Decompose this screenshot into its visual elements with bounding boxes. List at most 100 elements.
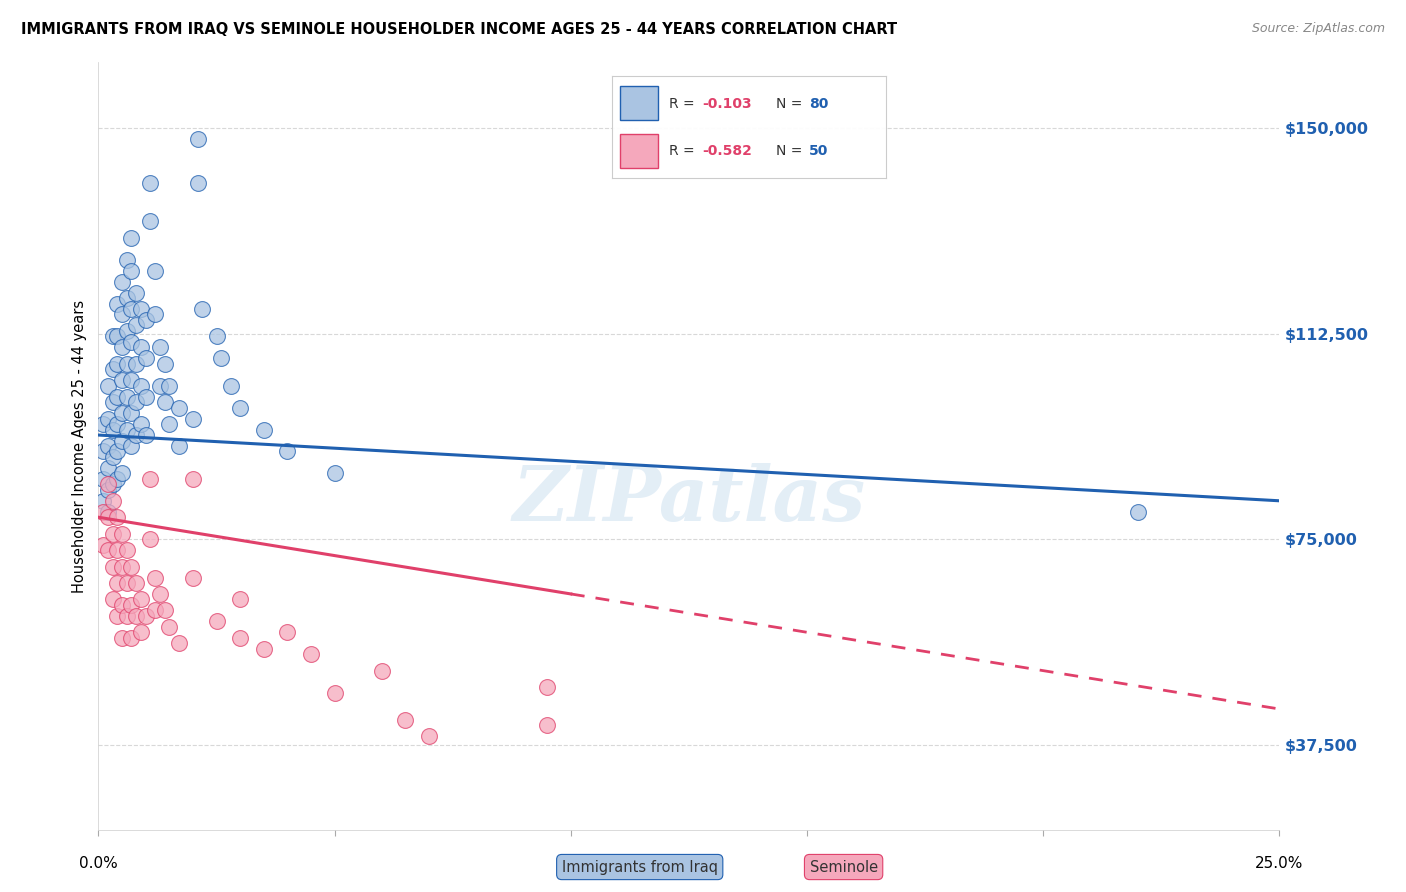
Point [91,417,114,431]
Point [129,417,152,431]
Point [253,423,276,437]
Point [181,570,204,584]
Point [149,378,172,392]
Text: 80: 80 [808,96,828,111]
Point [121,559,143,574]
Point [105,444,128,458]
Point [101,592,124,607]
Point [115,291,138,305]
Point [129,592,152,607]
Point [167,636,190,650]
FancyBboxPatch shape [620,87,658,120]
Point [143,603,166,617]
Point [111,340,134,354]
Text: -0.103: -0.103 [702,96,752,111]
Point [105,357,128,371]
Point [125,395,148,409]
Point [121,439,143,453]
Point [536,680,558,694]
Point [115,357,138,371]
Point [105,329,128,343]
Point [167,401,190,415]
Point [135,608,157,623]
Point [111,406,134,420]
Point [139,532,162,546]
Point [101,477,124,491]
Point [129,378,152,392]
Point [97,411,120,425]
Point [143,263,166,277]
Point [115,576,138,591]
Point [101,493,124,508]
Point [1126,505,1149,519]
Point [205,329,228,343]
Point [125,428,148,442]
Point [115,324,138,338]
Point [219,378,242,392]
Point [153,357,176,371]
Point [101,423,124,437]
Point [121,334,143,349]
Point [229,631,252,645]
Point [418,730,440,744]
Text: Source: ZipAtlas.com: Source: ZipAtlas.com [1251,22,1385,36]
Point [101,329,124,343]
Point [111,308,134,322]
Point [115,252,138,267]
Point [115,423,138,437]
Point [125,608,148,623]
Point [111,373,134,387]
Point [121,301,143,316]
Point [143,570,166,584]
Point [149,340,172,354]
Point [97,483,120,497]
Point [115,608,138,623]
Point [323,685,346,699]
Point [111,275,134,289]
Text: 25.0%: 25.0% [1256,856,1303,871]
Point [115,390,138,404]
Point [129,301,152,316]
Point [97,378,120,392]
Point [181,411,204,425]
Point [125,357,148,371]
Text: ZIPatlas: ZIPatlas [512,463,866,537]
Point [299,647,322,661]
Point [135,313,157,327]
Point [105,608,128,623]
Point [101,395,124,409]
FancyBboxPatch shape [620,135,658,168]
Point [129,340,152,354]
Point [153,395,176,409]
Point [115,543,138,558]
Point [121,406,143,420]
Point [121,598,143,612]
Point [121,373,143,387]
Point [157,417,180,431]
Point [91,472,114,486]
Point [394,713,416,727]
Point [97,505,120,519]
Text: Immigrants from Iraq: Immigrants from Iraq [562,860,717,874]
Point [121,231,143,245]
Point [105,543,128,558]
Point [111,559,134,574]
Point [97,461,120,475]
Point [143,308,166,322]
Point [371,664,394,678]
Point [149,587,172,601]
Text: N =: N = [776,144,807,158]
Text: 50: 50 [808,144,828,158]
Text: N =: N = [776,96,807,111]
Point [153,603,176,617]
Point [111,598,134,612]
Point [101,362,124,376]
Point [157,620,180,634]
Point [105,296,128,310]
Point [91,444,114,458]
Point [129,625,152,640]
Point [229,401,252,415]
Point [253,641,276,656]
Point [167,439,190,453]
Point [135,351,157,366]
